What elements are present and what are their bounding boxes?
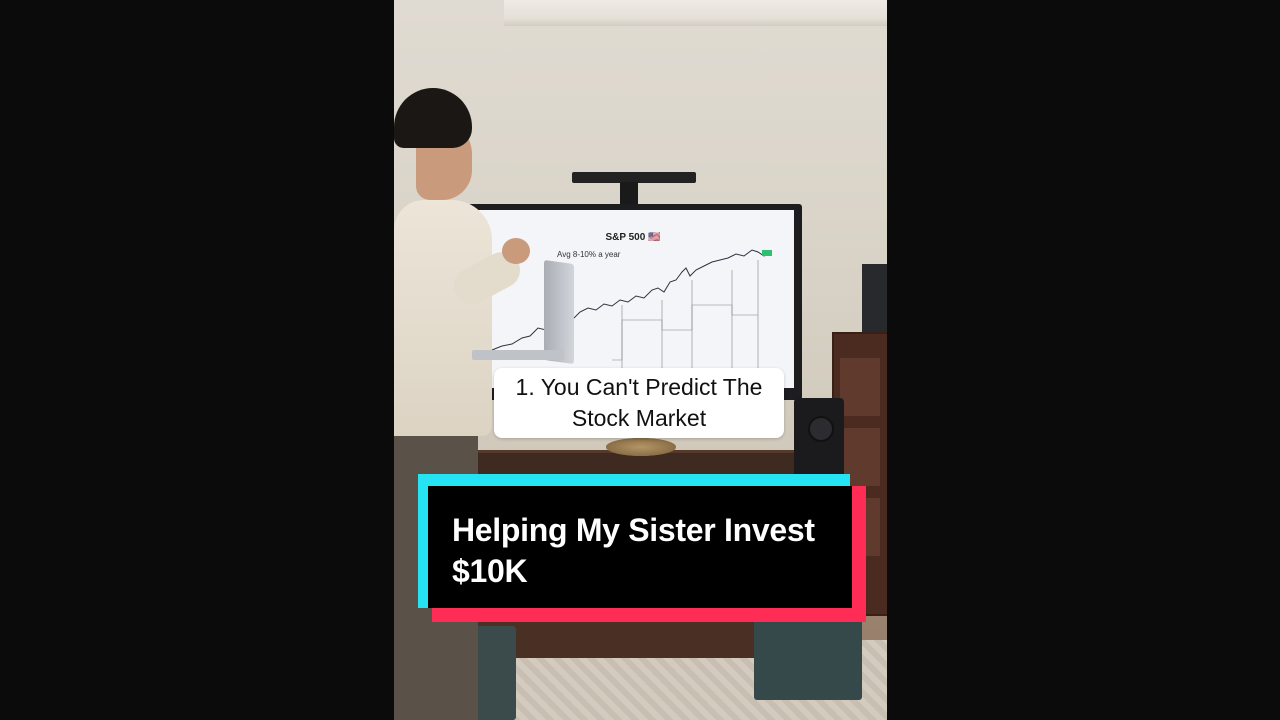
- person-sweater: [394, 200, 492, 436]
- person-hand: [502, 238, 530, 264]
- title-caption: Helping My Sister Invest $10K: [418, 474, 868, 622]
- caption-text: Helping My Sister Invest $10K: [452, 512, 815, 589]
- laptop-base: [472, 350, 564, 360]
- bookcase-shelf: [840, 358, 880, 416]
- video-frame[interactable]: S&P 500 🇺🇸 Avg 8-10% a year 1. You Can't…: [394, 0, 887, 720]
- centerpiece-plant: [606, 438, 676, 456]
- laptop: [544, 259, 574, 365]
- subtitle-caption: 1. You Can't Predict The Stock Market: [494, 368, 784, 438]
- crown-molding: [504, 0, 887, 26]
- tv-screen: S&P 500 🇺🇸 Avg 8-10% a year: [472, 210, 794, 388]
- tv-mount: [572, 172, 696, 183]
- tv-chart-title: S&P 500 🇺🇸: [605, 232, 661, 243]
- side-monitor: [862, 264, 887, 332]
- speaker: [794, 398, 844, 478]
- step-stool-right: [754, 620, 862, 700]
- caption-black-layer: [428, 486, 852, 608]
- speaker-cone: [808, 416, 834, 442]
- tv-chart-note: Avg 8-10% a year: [557, 250, 621, 259]
- person-hair: [394, 88, 472, 148]
